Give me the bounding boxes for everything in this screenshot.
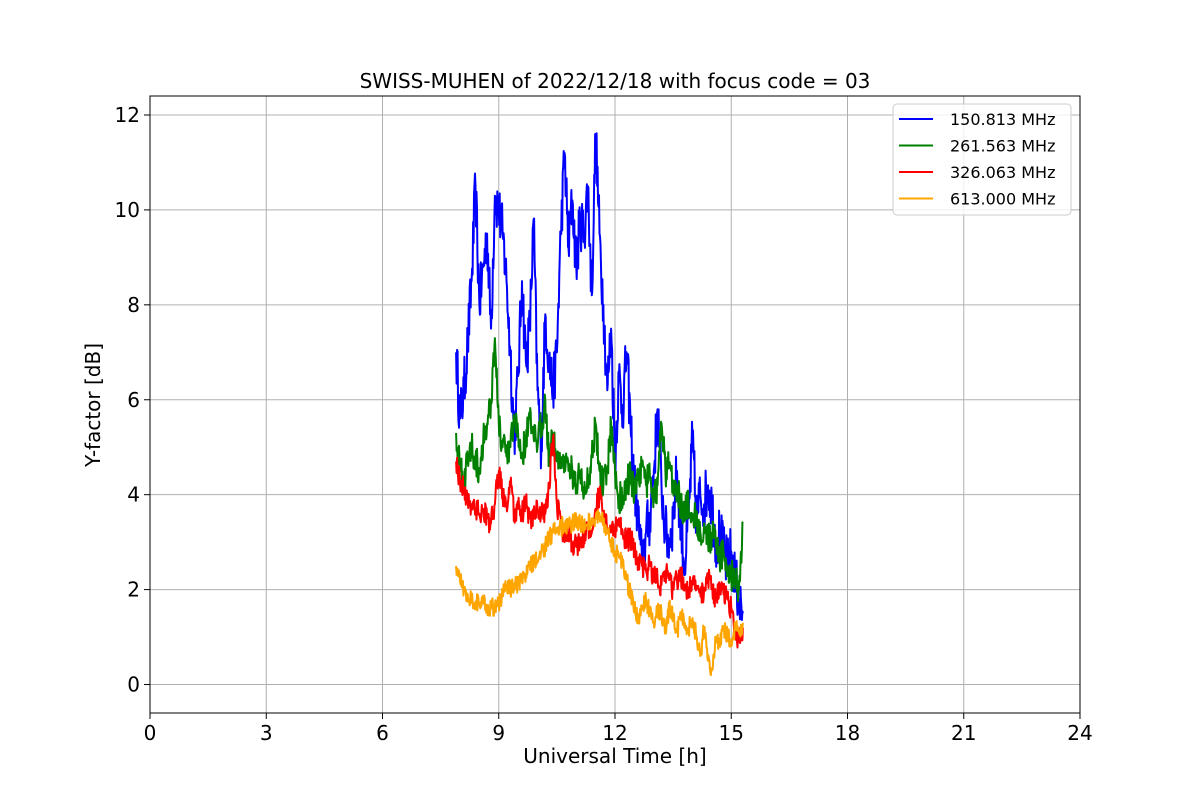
y-tick-label-4: 8 <box>127 293 140 317</box>
x-axis-label: Universal Time [h] <box>523 744 706 768</box>
series-line-1 <box>455 337 744 603</box>
y-tick-label-5: 10 <box>115 198 140 222</box>
legend: 150.813 MHz 261.563 MHz 326.063 MHz 613.000… <box>892 103 1072 216</box>
legend-label-0: 150.813 MHz <box>950 110 1055 129</box>
y-tick-label-1: 2 <box>127 578 140 602</box>
chart-title: SWISS-MUHEN of 2022/12/18 with focus cod… <box>360 69 871 93</box>
series-layer <box>455 132 744 677</box>
series-line-0 <box>455 132 744 621</box>
x-tick-label-3: 9 <box>492 721 505 745</box>
legend-box <box>892 103 1072 216</box>
y-tick-label-0: 0 <box>127 673 140 697</box>
x-tick-label-7: 21 <box>951 721 976 745</box>
y-tick-label-6: 12 <box>115 103 140 127</box>
legend-label-3: 613.000 MHz <box>950 190 1055 209</box>
y-axis-label: Y-factor [dB] <box>81 343 105 468</box>
legend-label-2: 326.063 MHz <box>950 163 1055 182</box>
x-tick-label-5: 15 <box>719 721 744 745</box>
legend-items: 150.813 MHz 261.563 MHz 326.063 MHz 613.000… <box>899 110 1055 209</box>
x-tick-label-1: 3 <box>260 721 273 745</box>
y-tick-label-3: 6 <box>127 388 140 412</box>
series-line-3 <box>455 509 744 677</box>
x-tick-label-6: 18 <box>835 721 860 745</box>
x-tick-label-4: 12 <box>602 721 627 745</box>
x-tick-label-2: 6 <box>376 721 389 745</box>
x-tick-label-8: 24 <box>1067 721 1092 745</box>
y-tick-label-2: 4 <box>127 483 140 507</box>
series-line-2 <box>455 433 744 649</box>
x-tick-label-0: 0 <box>144 721 157 745</box>
legend-label-1: 261.563 MHz <box>950 137 1055 156</box>
